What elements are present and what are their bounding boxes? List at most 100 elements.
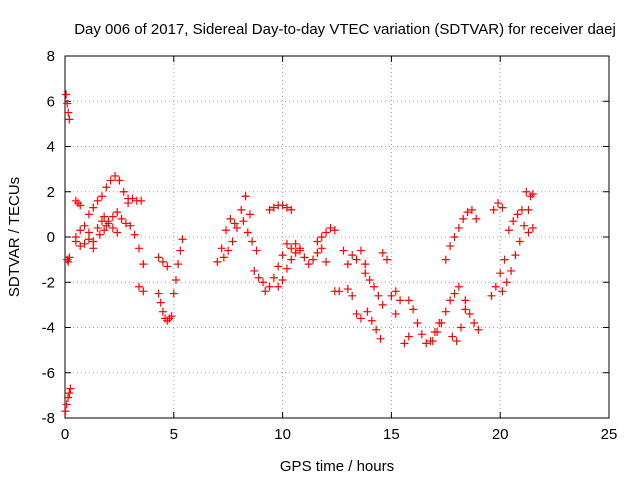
data-point (496, 269, 505, 278)
data-point (76, 201, 85, 210)
series-arc (428, 282, 463, 346)
data-point (278, 201, 287, 210)
data-point (65, 115, 74, 124)
data-point (115, 176, 124, 185)
data-point (461, 305, 470, 314)
data-point (348, 291, 357, 300)
series-arc (291, 239, 331, 269)
data-point (494, 199, 503, 208)
data-point (76, 226, 85, 235)
y-tick-label: -4 (42, 320, 55, 337)
data-point (522, 187, 531, 196)
y-tick-label: 6 (47, 93, 55, 110)
data-point (352, 309, 361, 318)
data-point (259, 278, 268, 287)
x-tick-labels: 0 5 10 15 20 25 (61, 426, 618, 443)
data-point (278, 275, 287, 284)
data-point (65, 389, 74, 398)
series-arc (213, 214, 239, 266)
series-arc (261, 239, 296, 296)
data-point (230, 219, 239, 228)
series-arc (100, 208, 130, 228)
data-point (178, 235, 187, 244)
series-arc (348, 246, 370, 269)
data-point (452, 337, 461, 346)
data-point (457, 323, 466, 332)
data-point (158, 307, 167, 316)
data-point (243, 228, 252, 237)
data-point (134, 244, 143, 253)
data-point (95, 230, 104, 239)
data-point (222, 226, 231, 235)
series-arc (441, 205, 481, 264)
data-point (387, 291, 396, 300)
data-point (163, 262, 172, 271)
x-tick-label: 5 (170, 426, 178, 443)
data-point (450, 233, 459, 241)
data-point (219, 253, 228, 262)
data-point (361, 269, 370, 278)
data-point (106, 176, 115, 185)
series-arc (219, 192, 254, 262)
data-point (213, 257, 222, 266)
series-arc (461, 296, 483, 334)
data-point (64, 257, 73, 266)
data-point (102, 183, 111, 192)
data-point (282, 239, 291, 248)
data-point (139, 260, 148, 269)
data-point (111, 171, 120, 180)
data-point (498, 203, 507, 212)
data-point (282, 203, 291, 212)
data-point (89, 203, 98, 212)
data-point (372, 325, 381, 334)
y-tick-labels: -8 -6 -4 -2 0 2 4 6 8 (42, 48, 55, 427)
data-point (313, 248, 322, 257)
data-point (158, 257, 167, 266)
data-point (487, 291, 496, 300)
data-point (64, 393, 73, 402)
y-tick-label: 8 (47, 48, 55, 65)
series-arc (95, 219, 122, 239)
data-point (80, 221, 89, 230)
data-point (433, 328, 442, 337)
data-point (400, 339, 409, 348)
data-point (463, 208, 472, 217)
data-point (64, 108, 73, 117)
series-arc (154, 289, 176, 325)
data-point (343, 285, 352, 294)
data-point (61, 407, 70, 416)
data-point (461, 296, 470, 305)
data-point (232, 223, 241, 232)
series-arc (498, 205, 533, 296)
data-point (507, 266, 516, 275)
series-arc (363, 307, 385, 343)
series-arc (63, 253, 74, 266)
data-point (89, 244, 98, 253)
data-point (250, 266, 259, 275)
data-point (71, 237, 80, 246)
data-point (309, 255, 318, 264)
data-point (470, 318, 479, 327)
data-point (113, 228, 122, 237)
data-point (287, 244, 296, 253)
data-point (448, 332, 457, 341)
data-point (65, 253, 74, 262)
data-point (459, 214, 468, 223)
data-point (228, 237, 237, 246)
data-point (156, 298, 165, 307)
data-point (352, 255, 361, 264)
data-point (428, 337, 437, 346)
data-point (520, 221, 529, 230)
data-point (528, 190, 537, 199)
data-point (62, 90, 71, 99)
data-point (511, 251, 520, 260)
data-point (322, 257, 331, 266)
series-arc (124, 194, 146, 205)
data-point (498, 287, 507, 296)
series-arc (489, 199, 507, 214)
data-point (76, 242, 85, 251)
series-arc (71, 196, 85, 210)
data-point (356, 246, 365, 255)
x-tick-label: 15 (383, 426, 400, 443)
data-point (515, 237, 524, 246)
